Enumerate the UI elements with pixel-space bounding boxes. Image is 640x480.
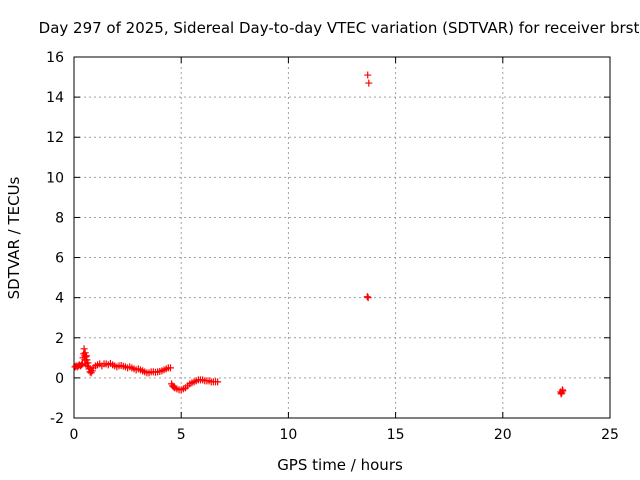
data-point — [557, 390, 565, 398]
data-point — [365, 79, 373, 87]
y-tick-label: 2 — [55, 331, 64, 347]
y-tick-label: 10 — [46, 170, 64, 186]
x-tick-label: 25 — [601, 427, 619, 443]
data-point — [81, 349, 89, 357]
x-tick-label: 0 — [70, 427, 79, 443]
data-point — [166, 364, 174, 372]
y-tick-label: 16 — [46, 50, 64, 66]
data-point — [83, 362, 91, 370]
x-axis-label: GPS time / hours — [277, 456, 403, 474]
plot-frame — [73, 56, 611, 419]
y-tick-label: -2 — [50, 411, 64, 427]
x-tick-label: 15 — [387, 427, 405, 443]
data-point — [88, 367, 96, 375]
y-tick-label: 4 — [55, 291, 64, 307]
axis-ticks: 0 5 10 15 20 25 -2 0 2 4 6 8 10 12 14 16 — [46, 50, 619, 443]
chart-title: Day 297 of 2025, Sidereal Day-to-day VTE… — [39, 19, 640, 37]
data-point — [84, 359, 92, 367]
y-tick-label: 14 — [46, 90, 64, 106]
data-point — [364, 71, 372, 79]
x-tick-label: 10 — [279, 427, 297, 443]
grid-lines — [74, 57, 610, 418]
data-points — [71, 71, 567, 398]
data-point — [214, 378, 222, 386]
data-point — [83, 356, 91, 364]
y-tick-label: 12 — [46, 130, 64, 146]
y-tick-label: 8 — [55, 210, 64, 226]
x-tick-label: 5 — [177, 427, 186, 443]
data-point — [364, 294, 372, 302]
data-point — [78, 361, 86, 369]
y-axis-label: SDTVAR / TECUs — [5, 176, 23, 299]
data-point — [80, 345, 88, 353]
x-tick-label: 20 — [494, 427, 512, 443]
data-point — [82, 353, 90, 361]
data-point — [363, 293, 371, 301]
y-tick-label: 0 — [55, 371, 64, 387]
y-tick-label: 6 — [55, 251, 64, 267]
data-point — [558, 386, 566, 394]
